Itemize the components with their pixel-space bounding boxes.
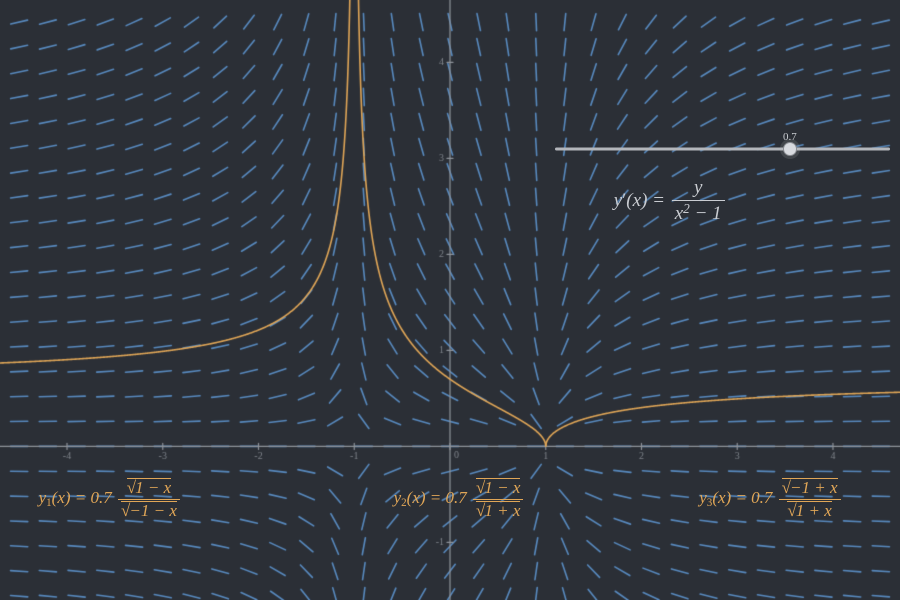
slider-value-label: 0.7	[783, 131, 797, 143]
slider-track	[555, 147, 890, 150]
parameter-slider[interactable]: 0.7	[555, 137, 890, 161]
slider-thumb[interactable]	[783, 142, 797, 156]
plot-canvas	[0, 0, 900, 600]
